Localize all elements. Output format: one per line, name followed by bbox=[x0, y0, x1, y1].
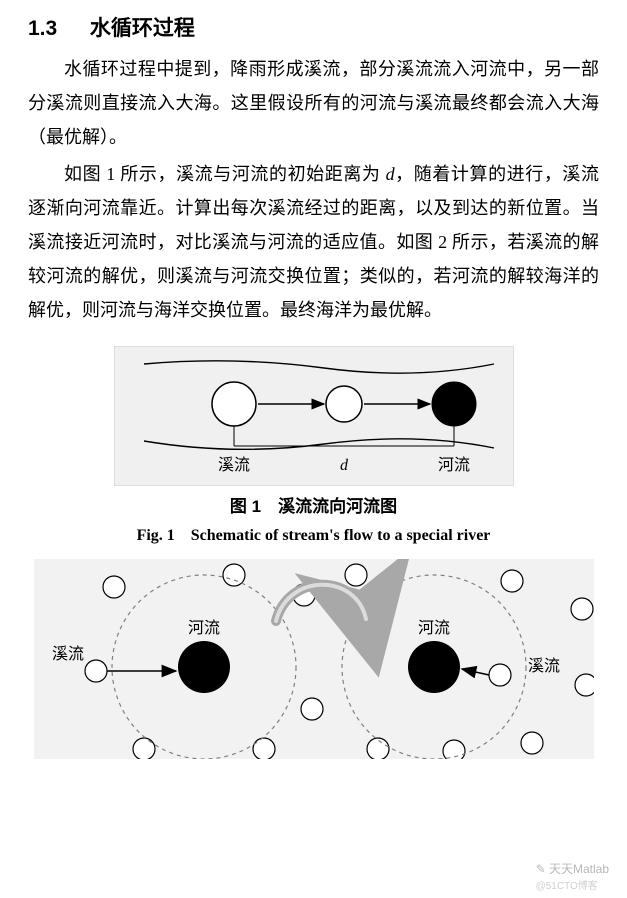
svg-text:河流: 河流 bbox=[437, 456, 469, 474]
figure-2: 溪流 河流 河流溪流 bbox=[28, 559, 599, 759]
figure-1-caption-cn: 图 1 溪流流向河流图 bbox=[28, 492, 599, 517]
section-heading: 1.3 水循环过程 bbox=[28, 12, 599, 42]
svg-text:河流: 河流 bbox=[187, 619, 219, 637]
svg-text:溪流: 溪流 bbox=[51, 645, 83, 663]
watermark: ✎ 天天Matlab @51CTO博客 bbox=[536, 860, 609, 892]
figure-2-diagram: 溪流 河流 河流溪流 bbox=[34, 559, 594, 759]
svg-text:河流: 河流 bbox=[417, 619, 449, 637]
paragraph-2: 如图 1 所示，溪流与河流的初始距离为 d，随着计算的进行，溪流逐渐向河流靠近。… bbox=[28, 157, 599, 328]
section-title-text: 水循环过程 bbox=[90, 17, 195, 40]
section-number: 1.3 bbox=[28, 17, 57, 40]
watermark-line2: @51CTO博客 bbox=[536, 881, 598, 892]
svg-text:溪流: 溪流 bbox=[527, 657, 559, 675]
variable-d: d bbox=[386, 164, 395, 184]
figure-1-caption-en: Fig. 1 Schematic of stream's flow to a s… bbox=[28, 521, 599, 545]
watermark-line1: 天天Matlab bbox=[549, 862, 609, 876]
watermark-icon: ✎ bbox=[536, 862, 549, 876]
figure-1-diagram: 溪流 d 河流 bbox=[114, 346, 514, 486]
svg-text:d: d bbox=[340, 457, 349, 474]
paragraph-1: 水循环过程中提到，降雨形成溪流，部分溪流流入河流中，另一部分溪流则直接流入大海。… bbox=[28, 52, 599, 155]
svg-text:溪流: 溪流 bbox=[217, 456, 249, 474]
paragraph-2-post: ，随着计算的进行，溪流逐渐向河流靠近。计算出每次溪流经过的距离，以及到达的新位置… bbox=[28, 164, 599, 321]
paragraph-1-text: 水循环过程中提到，降雨形成溪流，部分溪流流入河流中，另一部分溪流则直接流入大海。… bbox=[28, 59, 599, 147]
paragraph-2-pre: 如图 1 所示，溪流与河流的初始距离为 bbox=[64, 164, 386, 184]
figure-1: 溪流 d 河流 图 1 溪流流向河流图 Fig. 1 Schematic of st… bbox=[28, 346, 599, 545]
